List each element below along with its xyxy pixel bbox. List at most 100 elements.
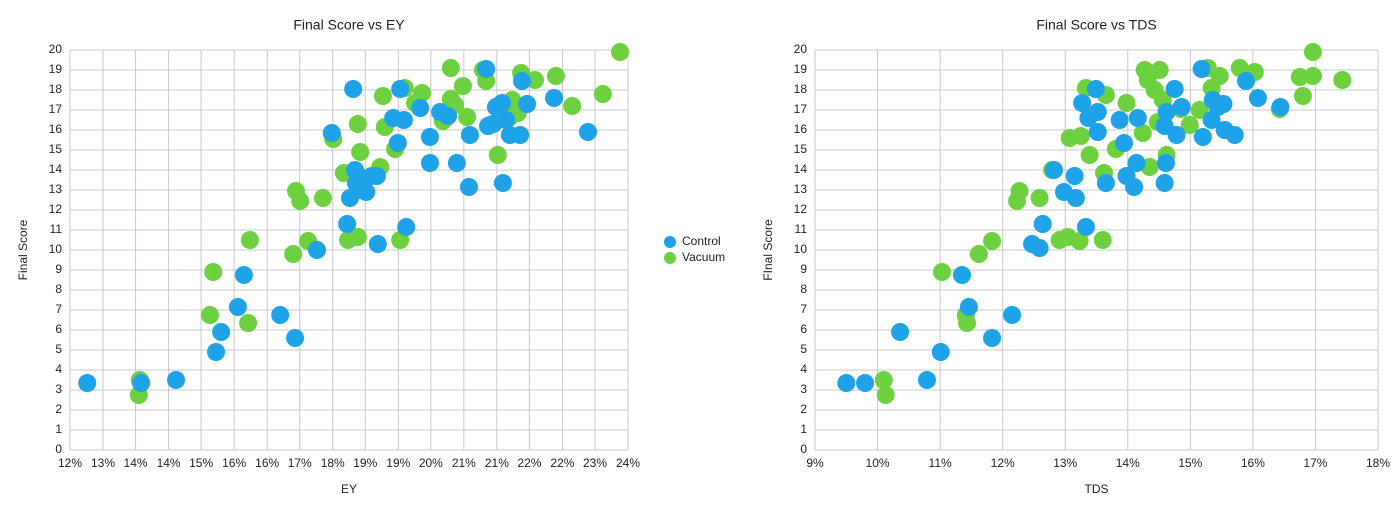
x-tick-label: 22% [517,456,541,470]
point [367,167,386,185]
point [1293,87,1312,105]
x-tick-label: 14% [1116,456,1140,470]
point [932,263,951,281]
y-tick-label: 9 [800,262,807,276]
point [593,85,612,103]
point [204,263,223,281]
x-tick-label: 13% [1053,456,1077,470]
y-tick-label: 20 [49,42,63,56]
point [1157,103,1176,121]
point [420,128,439,146]
point [1271,98,1290,116]
y-tick-label: 17 [794,102,808,116]
point [874,371,893,389]
point [286,329,305,347]
y-tick-label: 15 [49,142,63,156]
y-tick-label: 12 [49,202,63,216]
point [891,323,910,341]
y-tick-label: 13 [49,182,63,196]
point [1030,189,1049,207]
point [1290,68,1309,86]
y-tick-label: 6 [55,322,62,336]
x-tick-label: 19% [386,456,410,470]
point [1237,72,1256,90]
point [1303,67,1322,85]
point [611,43,630,61]
y-tick-label: 16 [794,122,808,136]
y-axis-label: FInal Score [761,219,775,281]
point [313,189,332,207]
point [132,374,151,392]
point [78,374,97,392]
y-tick-label: 3 [55,382,62,396]
y-tick-label: 5 [800,342,807,356]
point [200,306,219,324]
y-tick-label: 19 [794,62,808,76]
point [348,115,367,133]
point [1086,80,1105,98]
point [1333,71,1352,89]
x-tick-label: 21% [452,456,476,470]
y-tick-label: 0 [800,442,807,456]
point [1167,126,1186,144]
point [876,386,895,404]
point [1073,94,1092,112]
point [1165,80,1184,98]
point [291,192,310,210]
point [1303,43,1322,61]
point [207,343,226,361]
x-tick-label: 11% [929,456,952,470]
point [447,154,466,172]
point [240,231,259,249]
point [239,314,258,332]
y-tick-label: 10 [794,242,808,256]
x-tick-label: 16% [255,456,279,470]
y-axis-label: Final Score [16,219,30,280]
point [388,134,407,152]
y-tick-label: 18 [794,82,808,96]
x-tick-label: 18% [1366,456,1390,470]
y-tick-label: 12 [794,202,808,216]
chart-title: Final Score vs EY [293,17,405,33]
x-tick-label: 18% [321,456,345,470]
point [837,374,856,392]
y-tick-label: 8 [55,282,62,296]
point [453,77,472,95]
x-tick-label: 17% [288,456,312,470]
x-tick-label: 13% [91,456,115,470]
y-tick-label: 11 [50,222,63,236]
point [1193,128,1212,146]
point [338,215,357,233]
point [983,329,1002,347]
point [167,371,186,389]
x-tick-label: 14% [157,456,181,470]
y-tick-label: 11 [795,222,808,236]
point [1066,189,1085,207]
point [856,374,875,392]
legend-label: Control [682,234,721,248]
point [373,87,392,105]
point [1128,109,1147,127]
legend-marker [664,236,676,248]
point [1088,123,1107,141]
point [368,235,387,253]
point [1117,94,1136,112]
y-tick-label: 4 [800,362,807,376]
point [1115,134,1134,152]
y-tick-label: 19 [49,62,63,76]
point [1155,174,1174,192]
x-tick-label: 24% [616,456,640,470]
point [420,154,439,172]
y-tick-label: 16 [49,122,63,136]
x-tick-label: 10% [866,456,890,470]
point [212,323,231,341]
point [397,218,416,236]
point [1096,174,1115,192]
point [351,143,370,161]
point [307,241,326,259]
x-tick-label: 15% [189,456,213,470]
point [512,72,531,90]
y-tick-label: 2 [800,402,807,416]
point [1093,231,1112,249]
x-tick-label: 12% [991,456,1015,470]
